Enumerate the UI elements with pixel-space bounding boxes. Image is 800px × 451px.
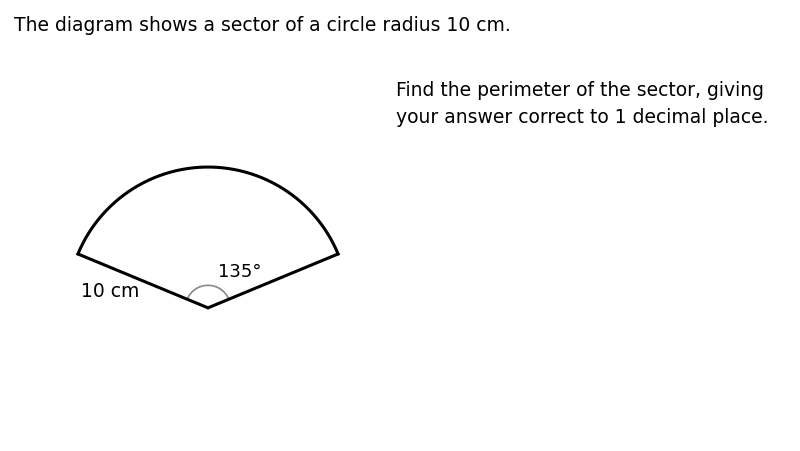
Text: 10 cm: 10 cm <box>81 282 139 301</box>
Text: 135°: 135° <box>218 262 262 280</box>
Text: The diagram shows a sector of a circle radius 10 cm.: The diagram shows a sector of a circle r… <box>14 16 511 35</box>
Text: Find the perimeter of the sector, giving
your answer correct to 1 decimal place.: Find the perimeter of the sector, giving… <box>396 81 769 127</box>
